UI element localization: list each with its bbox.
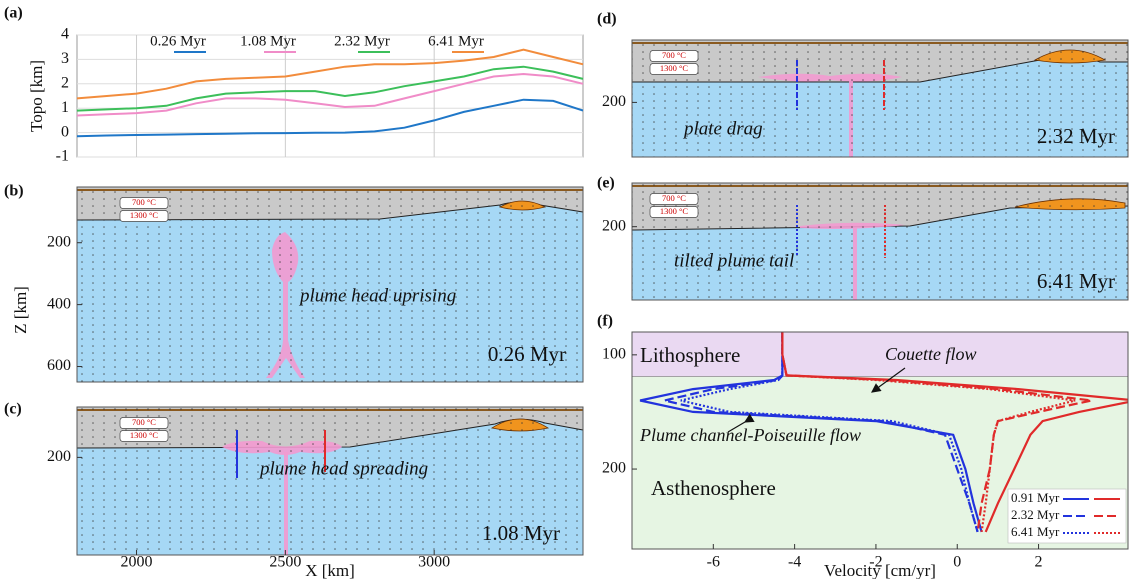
legend-label: 0.91 Myr <box>1011 490 1060 505</box>
frame <box>76 406 584 556</box>
region-label: Asthenosphere <box>651 476 776 500</box>
isotherm-box <box>649 63 699 75</box>
y-tick-label: 1 <box>61 99 69 116</box>
annotation: tilted plume tail <box>674 250 794 271</box>
x-tick-label: -4 <box>788 554 801 571</box>
isotherm-box <box>649 50 699 62</box>
y-tick-label: 100 <box>602 346 626 363</box>
y-tick-label: 200 <box>47 233 71 250</box>
isotherm-label: 1300 °C <box>130 430 159 440</box>
time-label: 1.08 Myr <box>482 521 560 545</box>
isotherm-box <box>119 197 169 209</box>
annotation: Plume channel-Poiseuille flow <box>639 425 861 445</box>
y-tick-label: 2 <box>61 74 69 91</box>
x-tick-label: 3000 <box>418 554 450 571</box>
legend-label: 1.08 Myr <box>240 33 296 49</box>
isotherm-label: 700 °C <box>662 193 686 203</box>
legend-label: 6.41 Myr <box>428 33 484 49</box>
annotation-arrow <box>727 413 755 433</box>
x-tick-label: -6 <box>707 554 720 571</box>
annotation: Couette flow <box>885 344 977 364</box>
curves <box>639 332 1128 533</box>
y-tick-label: 200 <box>602 217 626 234</box>
panel-label: (c) <box>4 401 22 418</box>
velocity-field <box>632 40 1128 157</box>
y-tick-label: 0 <box>61 123 69 140</box>
section-panel: 700 °C 1300 °C 200 tilted plume tail 6.41 My… <box>602 182 1129 301</box>
velocity-profile <box>664 332 979 533</box>
isotherm-label: 1300 °C <box>130 210 159 220</box>
time-label: 0.26 Myr <box>488 342 566 366</box>
y-axis-label: Z [km] <box>11 286 30 334</box>
legend-label: 2.32 Myr <box>334 33 390 49</box>
isotherm-label: 700 °C <box>132 417 156 427</box>
x-axis-label: Velocity [cm/yr] <box>824 561 936 579</box>
topography-line <box>76 98 584 138</box>
x-tick-label: -2 <box>869 554 882 571</box>
isotherm-label: 700 °C <box>132 197 156 207</box>
section-panel: 700 °C 1300 °C 200 plate drag 2.32 Myr <box>602 39 1129 158</box>
y-tick-label: 200 <box>602 460 626 477</box>
isotherm-label: 700 °C <box>662 50 686 60</box>
panel-label: (b) <box>4 183 24 200</box>
y-axis-label: Topo [km] <box>27 60 46 132</box>
x-tick-label: 2 <box>1035 554 1043 571</box>
y-tick-label: 200 <box>602 93 626 110</box>
velocity-panel: Lithosphere Asthenosphere -6 -4 -2 0 2 100 200 Ve… <box>602 331 1129 579</box>
x-axis-label: X [km] <box>305 561 355 579</box>
panel-label: (a) <box>4 5 23 22</box>
x-tick-label: 2500 <box>269 554 301 571</box>
isotherm-label: 1300 °C <box>660 206 689 216</box>
region-label: Lithosphere <box>640 343 740 367</box>
isotherm-box <box>649 193 699 205</box>
topography-line <box>76 65 584 112</box>
panel-label: (e) <box>597 175 615 192</box>
isotherm-box <box>119 417 169 429</box>
isotherm-box <box>119 430 169 442</box>
velocity-field <box>632 183 1128 300</box>
time-label: 2.32 Myr <box>1037 124 1115 148</box>
frame <box>631 182 1129 301</box>
y-tick-label: 400 <box>47 295 71 312</box>
section-panel: 700 °C 1300 °C 200 400 600 Z [km] plume head u… <box>11 186 584 383</box>
time-label: 6.41 Myr <box>1037 269 1115 293</box>
x-tick-label: 2000 <box>121 554 153 571</box>
section-panel: 700 °C 1300 °C 200 2000 2500 3000 X [km] plume … <box>47 406 584 579</box>
topography-panel: -1 0 1 2 3 4 Topo [km] 0.26 Myr 1.08 Myr 2.32 Myr… <box>27 26 584 165</box>
annotation-arrow <box>871 367 906 393</box>
panels: -1 0 1 2 3 4 Topo [km] 0.26 Myr 1.08 Myr 2.32 Myr… <box>4 5 1129 579</box>
velocity-profile <box>781 332 1076 533</box>
y-tick-label: 200 <box>47 448 71 465</box>
x-tick-label: 0 <box>953 554 961 571</box>
legend-label: 6.41 Myr <box>1011 524 1060 539</box>
panel-label: (d) <box>597 11 617 28</box>
isotherm-box <box>119 210 169 222</box>
frame <box>631 39 1129 158</box>
annotation: plume head uprising <box>298 285 456 306</box>
annotation: plate drag <box>682 118 763 139</box>
y-tick-label: 3 <box>61 50 69 67</box>
frame <box>76 186 584 383</box>
legend-label: 0.26 Myr <box>150 33 206 49</box>
y-tick-label: 600 <box>47 357 71 374</box>
isotherm-label: 1300 °C <box>660 63 689 73</box>
y-tick-label: 4 <box>61 26 69 43</box>
annotation: plume head spreading <box>258 458 428 479</box>
isotherm-box <box>649 206 699 218</box>
region <box>632 332 1128 377</box>
frame <box>631 331 1129 550</box>
topography-line <box>76 72 584 117</box>
topography-line <box>76 48 584 100</box>
legend-label: 2.32 Myr <box>1011 507 1060 522</box>
y-tick-label: -1 <box>56 148 69 165</box>
panel-label: (f) <box>597 313 613 330</box>
